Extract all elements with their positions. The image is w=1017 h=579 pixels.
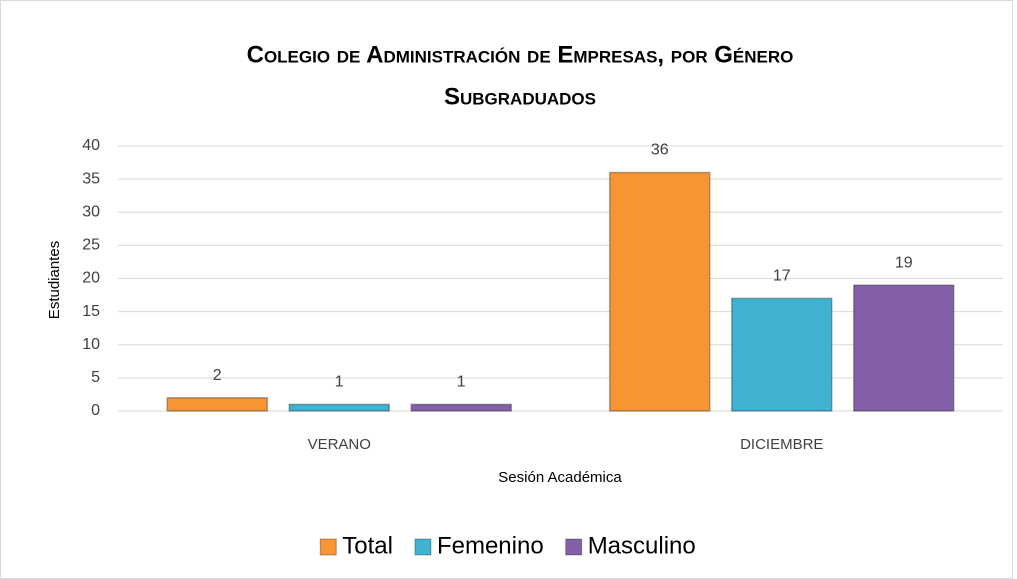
legend-swatch: [565, 538, 583, 556]
y-tick-label: 20: [82, 270, 100, 287]
chart-title: Colegio de Administración de Empresas, p…: [247, 41, 794, 68]
data-label: 1: [457, 374, 466, 391]
bar: [731, 297, 833, 412]
y-axis-title: Estudiantes: [46, 241, 63, 319]
chart-subtitle: Subgraduados: [444, 83, 596, 110]
data-label: 19: [895, 254, 913, 271]
legend-label: Masculino: [588, 532, 696, 559]
legend-swatch: [414, 538, 432, 556]
bar: [288, 403, 390, 412]
y-tick-label: 35: [82, 170, 100, 187]
x-tick-label: DICIEMBRE: [740, 436, 823, 453]
x-tick-label: VERANO: [308, 436, 371, 453]
data-label: 17: [773, 268, 791, 285]
data-label: 1: [335, 374, 344, 391]
legend-swatch: [319, 538, 337, 556]
y-tick-label: 5: [91, 369, 100, 386]
y-tick-label: 40: [82, 137, 100, 154]
data-label: 36: [651, 142, 669, 159]
bar: [410, 403, 512, 412]
bar: [609, 171, 711, 412]
bar: [166, 397, 268, 412]
y-tick-label: 10: [82, 336, 100, 353]
x-axis-title: Sesión Académica: [498, 469, 622, 486]
bar: [853, 284, 955, 412]
y-tick-label: 25: [82, 237, 100, 254]
legend-label: Femenino: [437, 532, 544, 559]
legend-label: Total: [342, 532, 393, 559]
y-tick-label: 0: [91, 402, 100, 419]
y-tick-label: 30: [82, 203, 100, 220]
y-tick-label: 15: [82, 303, 100, 320]
data-label: 2: [213, 367, 222, 384]
